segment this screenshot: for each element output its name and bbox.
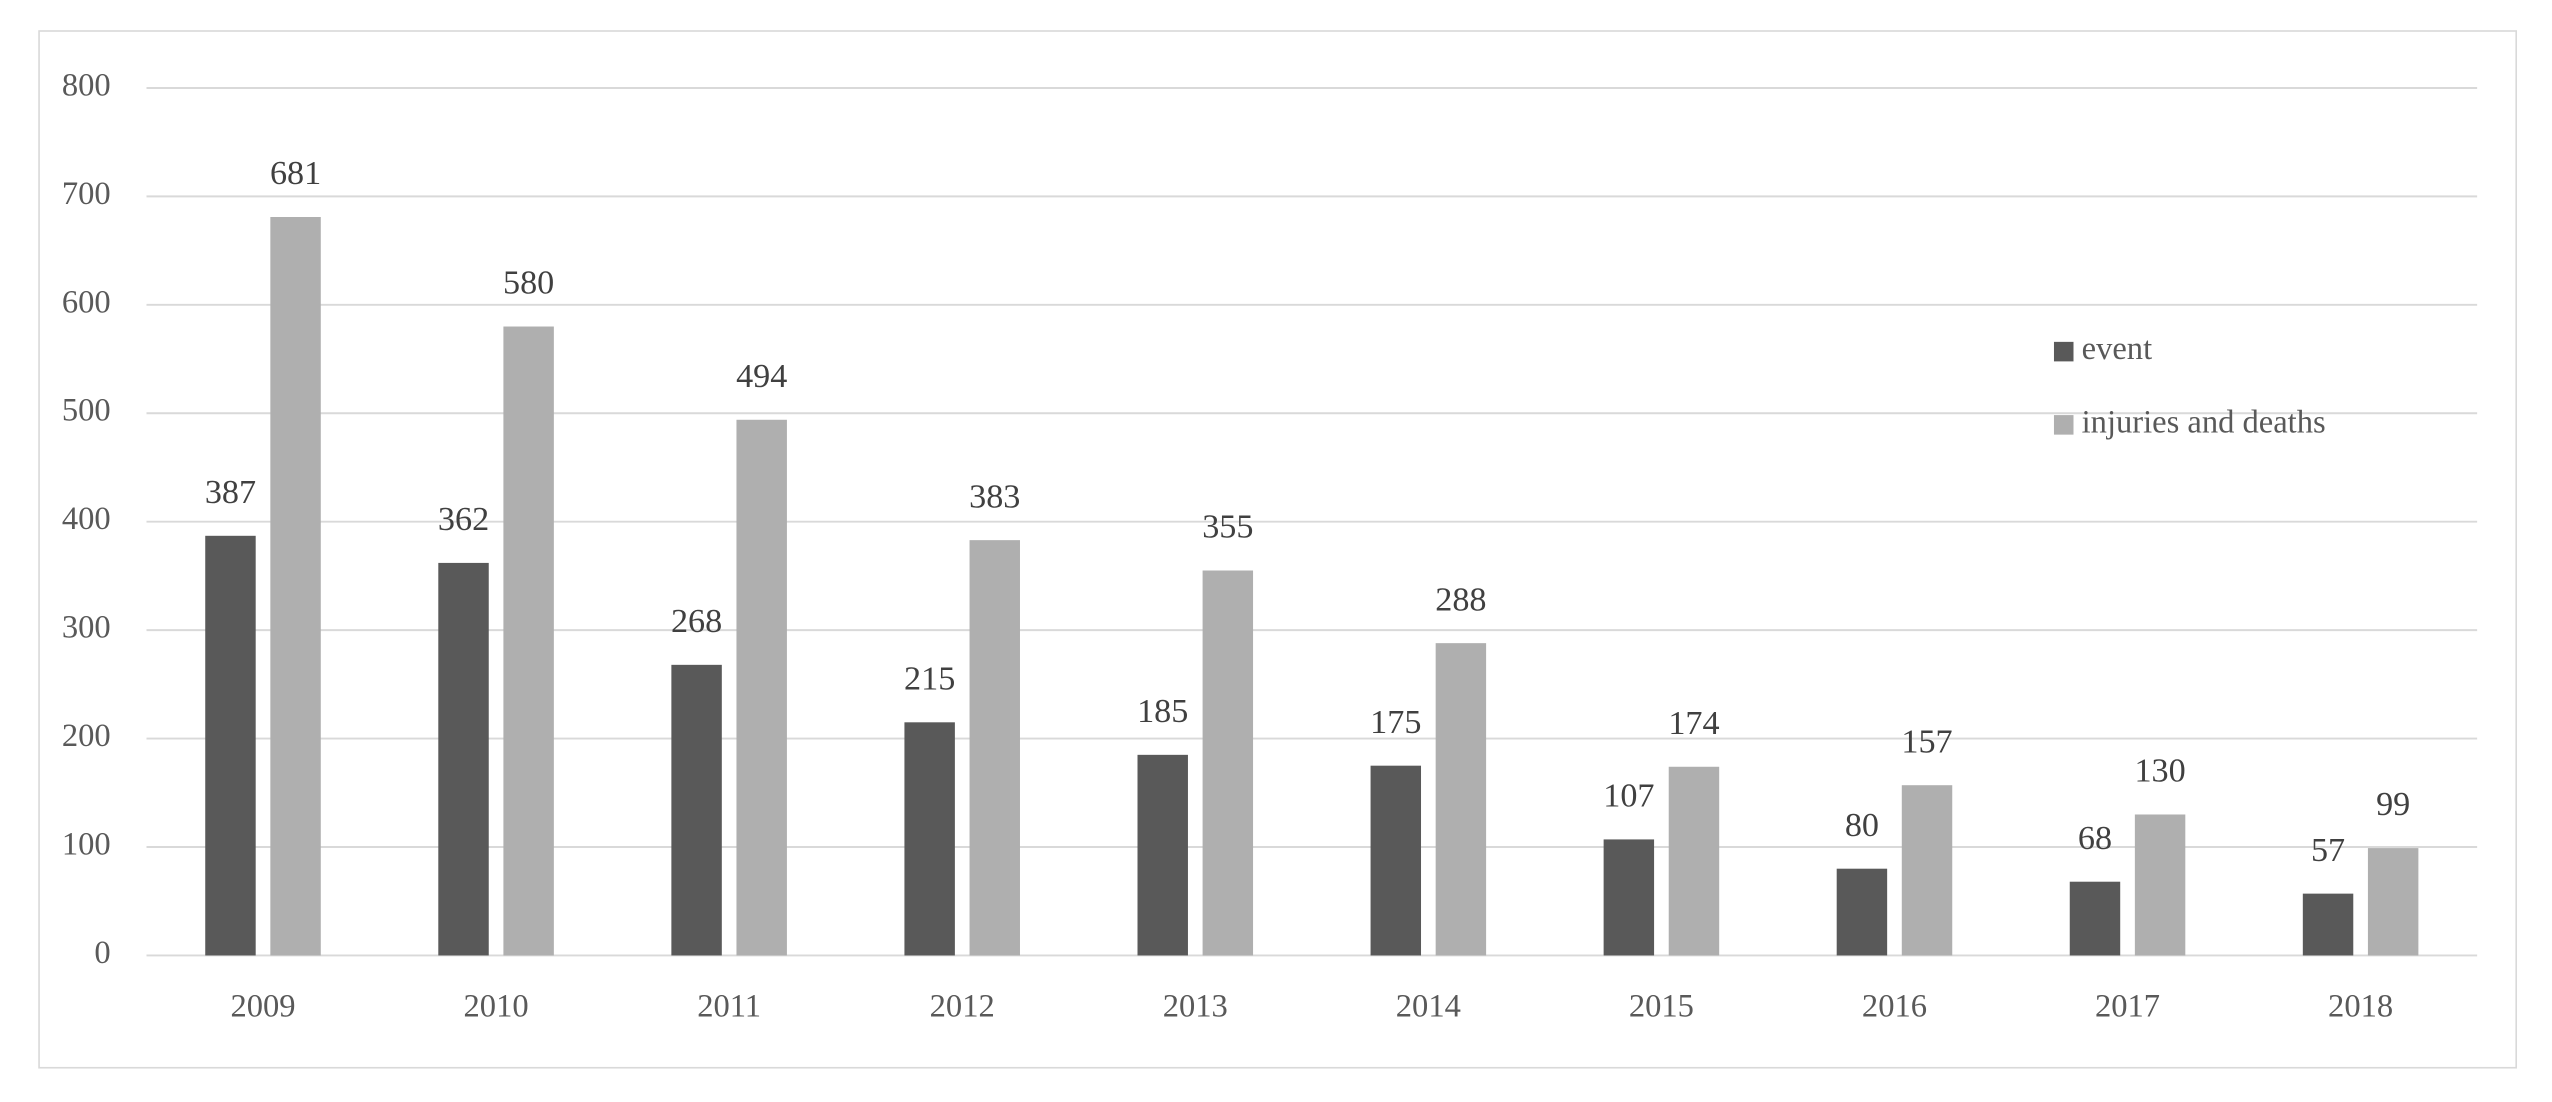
bar	[1836, 868, 1888, 956]
bar	[1370, 765, 1422, 956]
legend-label: event	[2082, 331, 2152, 367]
data-label: 68	[2078, 820, 2112, 857]
bar	[1668, 766, 1720, 956]
bar	[969, 540, 1020, 956]
data-label: 215	[904, 660, 955, 697]
x-tick-label: 2014	[1396, 989, 1461, 1025]
bar	[1137, 754, 1188, 956]
legend-label: injuries and deaths	[2082, 404, 2326, 440]
bar	[1901, 785, 1953, 956]
y-tick-label: 200	[62, 718, 111, 754]
x-tick-label: 2012	[930, 989, 995, 1025]
y-tick-label: 500	[62, 393, 111, 429]
data-label: 268	[671, 603, 722, 640]
x-tick-label: 2017	[2095, 989, 2160, 1025]
bar	[1202, 570, 1254, 956]
data-label: 288	[1435, 581, 1486, 618]
legend-swatch	[2053, 415, 2074, 435]
bar	[671, 664, 722, 956]
y-tick-label: 800	[62, 67, 111, 103]
bar	[2134, 814, 2186, 956]
bar	[1435, 643, 1487, 956]
x-tick-label: 2018	[2328, 989, 2393, 1025]
data-label: 383	[969, 478, 1020, 515]
x-tick-label: 2016	[1862, 989, 1927, 1025]
data-label: 362	[438, 501, 489, 538]
x-tick-label: 2015	[1629, 989, 1694, 1025]
data-label: 80	[1845, 807, 1879, 844]
legend-swatch	[2053, 341, 2074, 362]
data-label: 130	[2134, 753, 2185, 790]
bar	[438, 562, 489, 956]
data-label: 494	[736, 358, 787, 395]
bar	[2069, 881, 2121, 956]
data-label: 387	[205, 474, 256, 511]
bar	[2367, 848, 2419, 956]
y-tick-label: 300	[62, 610, 111, 646]
data-label: 681	[270, 155, 321, 192]
x-tick-label: 2013	[1163, 989, 1228, 1025]
bar	[1603, 839, 1655, 956]
bar	[2302, 893, 2354, 956]
y-tick-label: 0	[94, 935, 110, 971]
y-tick-label: 600	[62, 284, 111, 320]
bar	[205, 535, 256, 956]
data-label: 157	[1901, 723, 1952, 760]
data-label: 185	[1137, 693, 1188, 730]
bar	[503, 326, 554, 956]
y-tick-label: 400	[62, 501, 111, 537]
data-label: 57	[2311, 832, 2345, 869]
bar	[736, 419, 787, 956]
data-label: 107	[1603, 778, 1654, 815]
data-label: 355	[1202, 509, 1253, 546]
y-tick-label: 100	[62, 826, 111, 862]
x-tick-label: 2009	[230, 989, 295, 1025]
x-tick-label: 2010	[464, 989, 529, 1025]
data-label: 174	[1668, 705, 1719, 742]
data-label: 175	[1370, 704, 1421, 741]
data-label: 580	[503, 265, 554, 302]
x-tick-label: 2011	[697, 989, 761, 1025]
bar	[904, 722, 955, 956]
data-label: 99	[2376, 786, 2410, 823]
y-tick-label: 700	[62, 176, 111, 212]
bar	[270, 217, 321, 956]
